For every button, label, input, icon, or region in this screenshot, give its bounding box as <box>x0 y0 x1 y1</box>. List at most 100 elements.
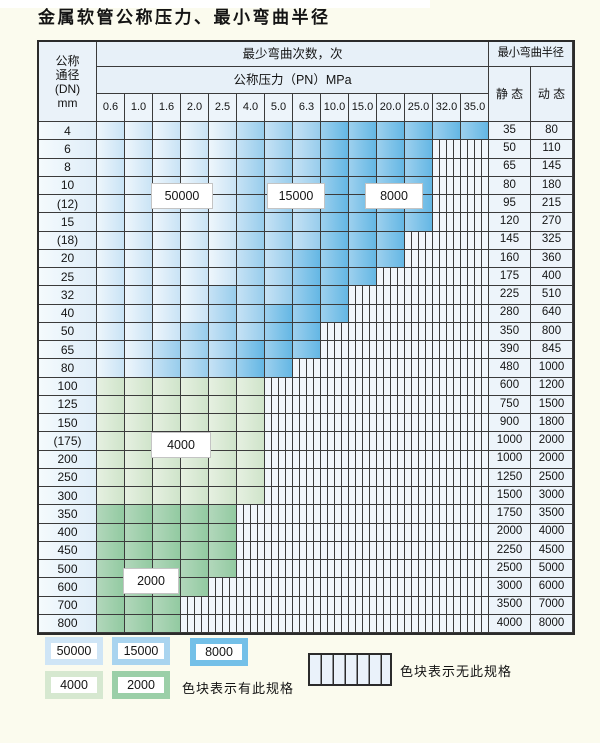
cell-no-spec <box>181 596 209 615</box>
cell-spec-50000 <box>125 268 153 287</box>
header-pressure: 公称压力（PN）MPa <box>97 67 489 94</box>
cell-spec-2000 <box>97 523 125 542</box>
pressure-tick: 1.0 <box>125 94 153 122</box>
cell-spec-8000 <box>293 322 321 341</box>
cell-spec-8000 <box>293 286 321 305</box>
cell-spec-2000 <box>209 560 237 579</box>
cell-no-spec <box>321 359 349 378</box>
cell-spec-15000 <box>237 213 265 232</box>
cell-no-spec <box>433 158 461 177</box>
cell-spec-2000 <box>209 505 237 524</box>
cell-no-spec <box>265 523 293 542</box>
cell-no-spec <box>265 395 293 414</box>
cell-spec-8000 <box>377 140 405 159</box>
cell-spec-8000 <box>321 249 349 268</box>
dynamic-radius-value: 180 <box>531 176 573 195</box>
cell-spec-8000 <box>377 231 405 250</box>
header-bend-cycles: 最少弯曲次数，次 <box>97 42 489 67</box>
cell-spec-50000 <box>181 286 209 305</box>
cell-spec-15000 <box>237 231 265 250</box>
cell-spec-50000 <box>153 249 181 268</box>
cell-spec-50000 <box>125 322 153 341</box>
cell-no-spec <box>461 377 489 396</box>
cell-no-spec <box>461 614 489 633</box>
table-row: 100 600 1200 <box>39 377 573 396</box>
static-radius-value: 280 <box>489 304 531 323</box>
dn-value: 15 <box>39 213 97 232</box>
cell-spec-2000 <box>97 596 125 615</box>
cell-no-spec <box>461 468 489 487</box>
static-radius-value: 1750 <box>489 505 531 524</box>
cell-spec-50000 <box>125 122 153 141</box>
cell-spec-50000 <box>181 268 209 287</box>
cell-spec-50000 <box>153 268 181 287</box>
cell-no-spec <box>405 359 433 378</box>
cell-spec-50000 <box>125 341 153 360</box>
cell-spec-4000 <box>209 395 237 414</box>
cell-spec-4000 <box>97 432 125 451</box>
cell-no-spec <box>181 614 209 633</box>
static-radius-value: 95 <box>489 195 531 214</box>
cell-spec-50000 <box>97 140 125 159</box>
static-radius-value: 900 <box>489 414 531 433</box>
cell-spec-15000 <box>265 231 293 250</box>
cell-no-spec <box>433 213 461 232</box>
cell-spec-4000 <box>181 377 209 396</box>
header-dn-line: 通径 <box>55 67 80 82</box>
cell-spec-15000 <box>209 322 237 341</box>
cell-no-spec <box>349 505 377 524</box>
legend-swatch-2000: 2000 <box>112 671 170 699</box>
cell-no-spec <box>433 468 461 487</box>
cell-no-spec <box>461 304 489 323</box>
cell-no-spec <box>293 560 321 579</box>
static-radius-value: 120 <box>489 213 531 232</box>
table-row: 300 1500 3000 <box>39 487 573 506</box>
cell-no-spec <box>461 286 489 305</box>
pressure-tick: 15.0 <box>349 94 377 122</box>
cell-no-spec <box>377 596 405 615</box>
static-radius-value: 1000 <box>489 432 531 451</box>
cell-no-spec <box>321 505 349 524</box>
cell-spec-8000 <box>293 249 321 268</box>
cell-spec-15000 <box>209 286 237 305</box>
cell-no-spec <box>405 450 433 469</box>
dn-value: 65 <box>39 341 97 360</box>
legend-swatch-4000: 4000 <box>45 671 103 699</box>
cell-no-spec <box>321 541 349 560</box>
cell-no-spec <box>405 231 433 250</box>
cell-spec-2000 <box>97 560 125 579</box>
static-radius-value: 2000 <box>489 523 531 542</box>
pressure-tick: 32.0 <box>433 94 461 122</box>
cell-spec-50000 <box>153 122 181 141</box>
cell-spec-2000 <box>181 505 209 524</box>
cell-spec-2000 <box>181 560 209 579</box>
cell-no-spec <box>349 487 377 506</box>
cell-no-spec <box>349 541 377 560</box>
cell-no-spec <box>461 487 489 506</box>
dynamic-radius-value: 4500 <box>531 541 573 560</box>
pressure-tick: 5.0 <box>265 94 293 122</box>
header-middle: 最少弯曲次数，次 公称压力（PN）MPa 0.6 1.0 1.6 2.0 2.5 4.0 5… <box>97 42 489 122</box>
cell-spec-4000 <box>125 414 153 433</box>
cell-spec-2000 <box>181 578 209 597</box>
cell-no-spec <box>377 341 405 360</box>
cell-spec-8000 <box>405 213 433 232</box>
cell-spec-50000 <box>125 158 153 177</box>
cell-no-spec <box>433 249 461 268</box>
cell-spec-50000 <box>209 213 237 232</box>
cell-spec-15000 <box>293 158 321 177</box>
cell-no-spec <box>405 614 433 633</box>
cell-spec-15000 <box>153 341 181 360</box>
cell-spec-8000 <box>461 122 489 141</box>
dn-value: 350 <box>39 505 97 524</box>
cell-spec-2000 <box>97 614 125 633</box>
cell-spec-50000 <box>153 286 181 305</box>
cell-spec-15000 <box>237 286 265 305</box>
cell-spec-4000 <box>181 414 209 433</box>
table-row: 40 280 640 <box>39 304 573 323</box>
cell-spec-8000 <box>321 122 349 141</box>
table-row: 450 2250 4500 <box>39 541 573 560</box>
table-row: 25 175 400 <box>39 268 573 287</box>
dynamic-radius-value: 2000 <box>531 432 573 451</box>
dn-value: 500 <box>39 560 97 579</box>
